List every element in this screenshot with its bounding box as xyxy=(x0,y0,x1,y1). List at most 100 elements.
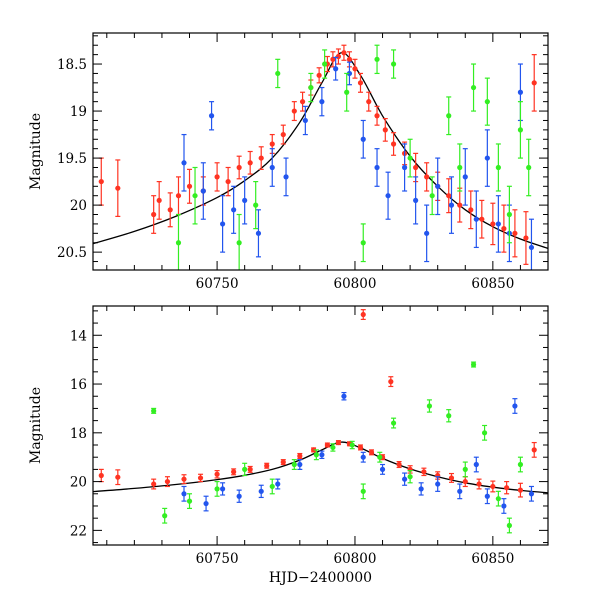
data-point xyxy=(316,72,322,78)
data-point xyxy=(299,99,306,105)
data-point xyxy=(346,56,353,62)
data-point xyxy=(225,178,231,185)
data-point xyxy=(242,466,248,472)
data-point xyxy=(275,70,281,77)
data-point xyxy=(379,466,386,472)
data-point xyxy=(360,240,366,246)
data-point xyxy=(197,475,204,481)
y-axis-label: Magnitude xyxy=(28,387,44,464)
data-point xyxy=(214,174,220,180)
data-point xyxy=(98,472,104,479)
data-point xyxy=(402,476,408,482)
data-point xyxy=(297,461,303,468)
data-series-2 xyxy=(181,391,535,514)
data-point xyxy=(517,487,524,493)
data-point xyxy=(360,488,366,494)
data-point xyxy=(368,449,375,455)
data-point xyxy=(512,403,518,409)
data-point xyxy=(448,202,455,208)
data-point xyxy=(311,447,317,453)
data-point xyxy=(231,207,237,213)
data-point xyxy=(280,131,286,138)
data-point xyxy=(335,53,342,60)
data-point xyxy=(382,127,388,133)
data-point xyxy=(495,164,501,171)
y-tick-label: 20 xyxy=(70,198,87,214)
data-point xyxy=(319,452,325,458)
data-point xyxy=(495,496,501,502)
x-tick-label: 60750 xyxy=(196,551,239,567)
data-point xyxy=(512,230,518,236)
data-point xyxy=(357,80,364,86)
data-point xyxy=(352,66,358,72)
plot-area xyxy=(93,44,548,270)
data-point xyxy=(504,485,510,491)
data-point xyxy=(473,216,479,222)
data-point xyxy=(388,379,394,385)
data-series-1 xyxy=(98,44,537,265)
data-point xyxy=(374,164,380,171)
data-point xyxy=(506,211,512,218)
data-point xyxy=(302,117,308,124)
plot-frame xyxy=(92,32,549,271)
data-point xyxy=(435,183,441,189)
data-point xyxy=(360,311,366,318)
x-tick-label: 60800 xyxy=(333,551,376,567)
data-point xyxy=(349,442,355,448)
data-point xyxy=(258,488,264,494)
data-point xyxy=(396,461,402,468)
data-point xyxy=(479,216,485,222)
x-tick-label: 60750 xyxy=(196,276,239,292)
data-point xyxy=(255,230,262,236)
data-point xyxy=(523,235,529,241)
data-point xyxy=(517,127,524,133)
y-axis-label: Magnitude xyxy=(28,113,44,190)
data-point xyxy=(360,136,366,142)
data-point xyxy=(517,89,524,95)
data-point xyxy=(313,452,319,458)
data-point xyxy=(208,113,215,119)
plot-area xyxy=(93,309,548,534)
data-point xyxy=(390,61,397,67)
data-point xyxy=(151,211,157,218)
data-point xyxy=(424,174,430,180)
top-panel: 60750 60800 60850 18.5 19 19.5 20 20.5 Magnitude xyxy=(28,32,549,292)
data-point xyxy=(468,207,474,213)
data-point xyxy=(357,444,364,451)
data-point xyxy=(457,488,463,494)
data-point xyxy=(156,197,162,204)
data-point xyxy=(390,141,397,147)
plot-frame xyxy=(92,305,549,546)
data-point xyxy=(374,113,380,119)
data-point xyxy=(470,84,477,91)
y-tick-label: 22 xyxy=(70,523,87,539)
data-point xyxy=(236,164,242,171)
y-tick-label: 19.5 xyxy=(57,151,87,167)
data-point xyxy=(330,444,336,451)
data-point xyxy=(291,108,297,114)
data-point xyxy=(435,481,441,487)
data-point xyxy=(377,454,383,460)
y-tick-label: 20.5 xyxy=(57,245,87,261)
data-point xyxy=(407,155,413,161)
data-point xyxy=(258,155,264,161)
data-point xyxy=(424,230,430,236)
data-point xyxy=(164,478,171,485)
data-point xyxy=(335,439,342,446)
x-tick-label: 60850 xyxy=(471,551,514,567)
y-tick-label: 19 xyxy=(70,104,87,120)
data-point xyxy=(319,99,325,105)
data-point xyxy=(333,66,339,72)
data-point xyxy=(275,481,281,487)
data-point xyxy=(484,155,490,161)
data-point xyxy=(236,240,242,246)
data-point xyxy=(462,174,468,180)
data-point xyxy=(446,113,452,119)
data-point xyxy=(344,89,350,95)
data-point xyxy=(253,202,259,208)
data-point xyxy=(214,486,220,492)
data-point xyxy=(495,221,501,227)
data-point xyxy=(247,160,253,166)
